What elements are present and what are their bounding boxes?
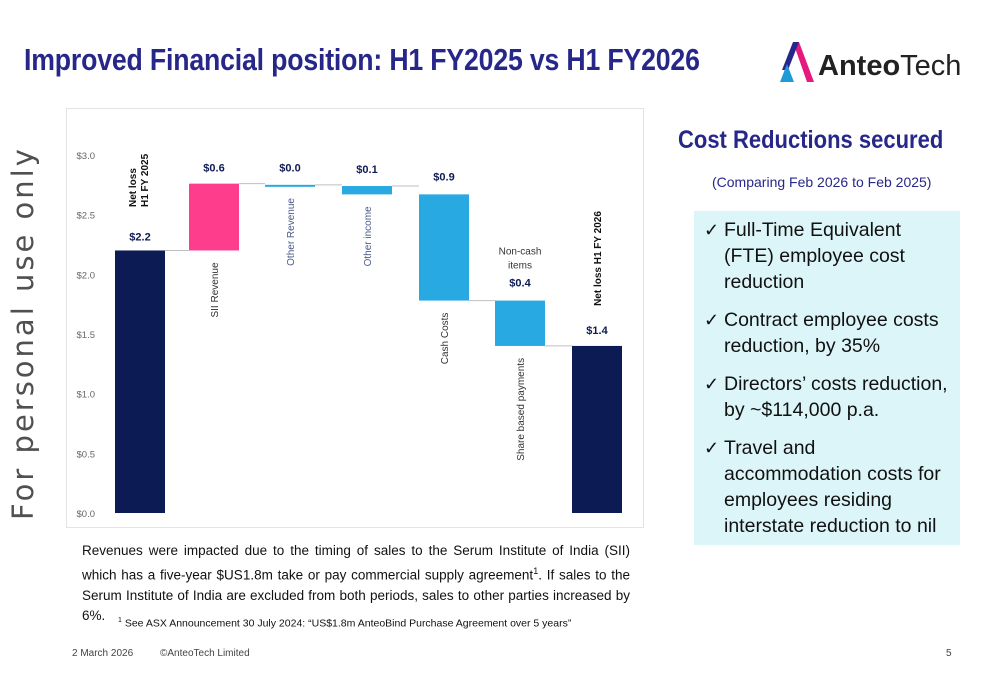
category-label: Net loss H1 FY 2026 [593, 211, 604, 306]
logo-text: AnteoTech [818, 50, 962, 82]
data-label: $0.9 [433, 171, 454, 183]
y-tick-label: $2.5 [77, 211, 96, 222]
list-item: ✓ Contract employee costs reduction, by 3… [704, 309, 939, 357]
footer-copyright: ©AnteoTech Limited [160, 648, 250, 659]
data-label: $0.6 [203, 163, 224, 175]
cost-reductions-box: ✓ Full-Time Equivalent (FTE) employee cos… [694, 211, 960, 545]
list-item: ✓ Full-Time Equivalent (FTE) employee cos… [704, 219, 905, 293]
y-tick-label: $3.0 [77, 151, 96, 162]
y-tick-label: $2.0 [77, 270, 96, 281]
data-label: $0.4 [509, 278, 531, 290]
bar-1 [115, 250, 165, 513]
page-number: 5 [946, 648, 952, 659]
category-label: Net loss [128, 168, 139, 207]
list-item: ✓ Travel and accommodation costs for empl… [704, 437, 941, 537]
cost-reductions-subtitle: (Comparing Feb 2026 to Feb 2025) [712, 174, 932, 190]
data-label: $1.4 [586, 325, 608, 337]
category-label: Cash Costs [440, 313, 451, 365]
annotation-text: items [508, 261, 532, 272]
personal-use-watermark: For personal use only [6, 146, 40, 520]
y-tick-label: $0.0 [77, 509, 96, 520]
checkmark-icon: ✓ [704, 310, 720, 330]
y-tick-label: $0.5 [77, 449, 96, 460]
bar-4 [342, 186, 392, 195]
bar-6 [495, 300, 545, 346]
bar-5 [419, 194, 469, 301]
bar-3 [265, 184, 315, 187]
checkmark-icon: ✓ [704, 220, 720, 240]
data-label: $0.1 [356, 164, 377, 176]
category-label: Other income [363, 206, 374, 266]
chart-svg: $3.0 $2.5 $2.0 $1.5 $1.0 $0.5 $0.0 $2.2 $0.6 $0.0… [77, 151, 622, 520]
footnote: 1 See ASX Announcement 30 July 2024: “US… [118, 617, 572, 630]
bar-7 [572, 345, 622, 513]
cost-reductions-list: ✓ Full-Time Equivalent (FTE) employee cos… [694, 211, 960, 539]
anteotech-logo: AnteoTech [780, 40, 970, 88]
y-tick-label: $1.5 [77, 330, 96, 341]
category-label: Other Revenue [286, 198, 297, 266]
logo-mark-icon [780, 42, 814, 82]
cost-reductions-title: Cost Reductions secured [678, 126, 944, 154]
y-tick-label: $1.0 [77, 390, 96, 401]
category-label: Share based payments [516, 358, 527, 461]
page-title: Improved Financial position: H1 FY2025 v… [24, 42, 700, 77]
checkmark-icon: ✓ [704, 438, 720, 458]
bar-2 [189, 183, 239, 251]
list-item: ✓ Directors’ costs reduction, by ~$114,00… [704, 373, 948, 421]
category-label: H1 FY 2025 [140, 153, 151, 207]
waterfall-chart: $3.0 $2.5 $2.0 $1.5 $1.0 $0.5 $0.0 $2.2 $0.6 $0.0… [66, 108, 644, 528]
footer-date: 2 March 2026 [72, 648, 134, 659]
annotation-text: Non-cash [499, 247, 542, 258]
category-label: SII Revenue [210, 262, 221, 317]
revenue-note: Revenues were impacted due to the timing… [82, 543, 630, 623]
data-label: $2.2 [129, 231, 150, 243]
checkmark-icon: ✓ [704, 374, 720, 394]
data-label: $0.0 [279, 163, 300, 175]
